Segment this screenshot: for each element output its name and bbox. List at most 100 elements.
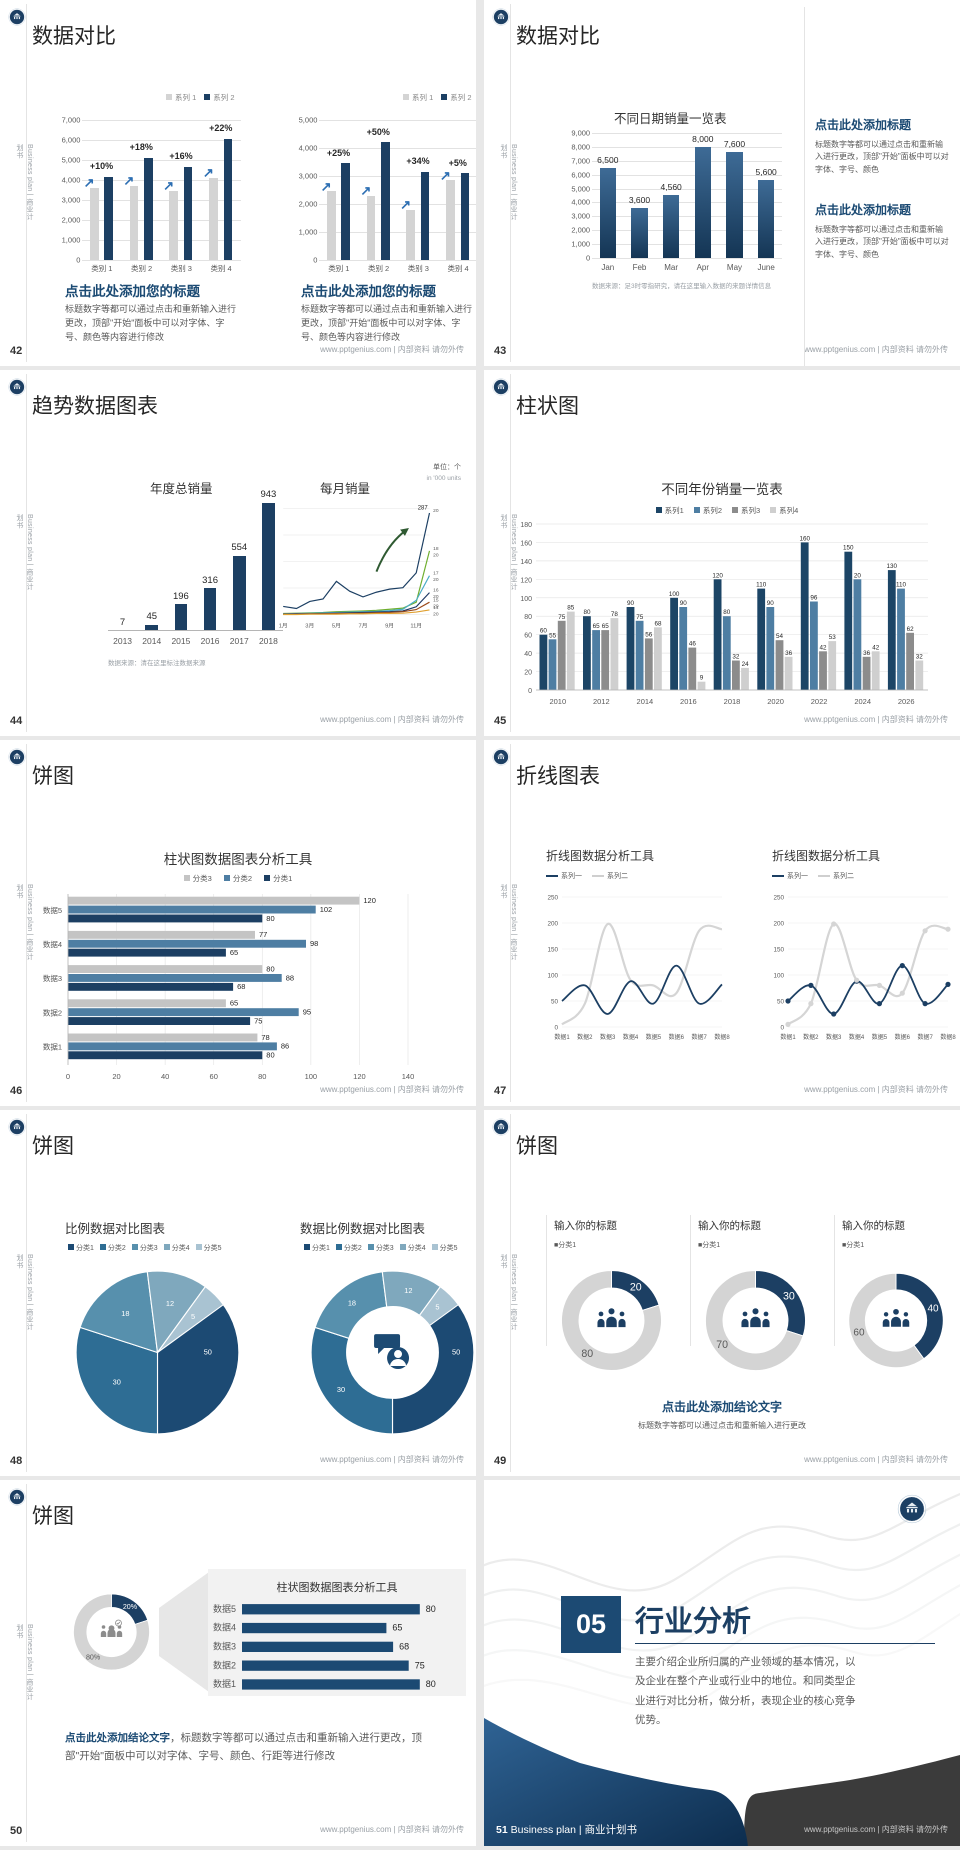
svg-text:68: 68 — [237, 982, 245, 991]
svg-text:95: 95 — [303, 1008, 311, 1017]
svg-text:数据4: 数据4 — [849, 1033, 865, 1041]
svg-text:50: 50 — [452, 1348, 460, 1357]
svg-text:90: 90 — [627, 600, 635, 607]
svg-text:54: 54 — [776, 633, 784, 640]
svg-text:2010: 2010 — [549, 697, 566, 706]
svg-text:60: 60 — [524, 633, 532, 640]
svg-text:数据7: 数据7 — [917, 1033, 933, 1041]
svg-text:数据4: 数据4 — [43, 939, 62, 949]
svg-text:数据3: 数据3 — [826, 1033, 842, 1041]
svg-text:数据5: 数据5 — [213, 1603, 236, 1614]
svg-text:0: 0 — [528, 688, 532, 695]
svg-text:55: 55 — [549, 632, 557, 639]
svg-text:数据5: 数据5 — [646, 1033, 662, 1041]
svg-text:80: 80 — [258, 1072, 266, 1081]
svg-text:60: 60 — [210, 1072, 218, 1081]
svg-text:68: 68 — [654, 620, 662, 627]
svg-text:9月: 9月 — [385, 622, 394, 629]
svg-text:数据3: 数据3 — [43, 973, 62, 983]
svg-text:98: 98 — [310, 939, 318, 948]
svg-text:75: 75 — [415, 1660, 425, 1670]
svg-text:20: 20 — [433, 508, 439, 514]
svg-text:80: 80 — [524, 614, 532, 621]
svg-text:数据5: 数据5 — [43, 905, 62, 915]
svg-text:42: 42 — [819, 644, 827, 651]
svg-text:120: 120 — [363, 896, 376, 905]
svg-text:80: 80 — [266, 1051, 274, 1060]
svg-text:75: 75 — [254, 1016, 262, 1025]
svg-text:数据3: 数据3 — [213, 1641, 236, 1652]
svg-text:200: 200 — [547, 921, 558, 928]
svg-text:80: 80 — [426, 1604, 436, 1614]
svg-text:42: 42 — [872, 644, 880, 651]
svg-text:40: 40 — [161, 1072, 169, 1081]
svg-text:50: 50 — [204, 1348, 212, 1357]
svg-text:2020: 2020 — [767, 697, 784, 706]
svg-text:287: 287 — [418, 505, 428, 511]
svg-text:数据1: 数据1 — [780, 1033, 796, 1041]
svg-text:100: 100 — [773, 973, 784, 980]
svg-text:2024: 2024 — [854, 697, 871, 706]
svg-text:250: 250 — [547, 895, 558, 902]
svg-text:75: 75 — [636, 614, 644, 621]
svg-text:80: 80 — [583, 609, 591, 616]
svg-text:数据3: 数据3 — [600, 1033, 616, 1041]
svg-text:100: 100 — [520, 596, 532, 603]
svg-text:150: 150 — [843, 545, 854, 552]
svg-text:130: 130 — [887, 563, 898, 570]
svg-text:110: 110 — [756, 582, 767, 589]
svg-text:32: 32 — [916, 654, 924, 661]
svg-text:75: 75 — [558, 614, 566, 621]
svg-text:12: 12 — [166, 1299, 174, 1308]
svg-text:5: 5 — [191, 1312, 195, 1321]
svg-text:数据2: 数据2 — [43, 1007, 62, 1017]
svg-text:16: 16 — [433, 588, 439, 594]
svg-text:数据4: 数据4 — [213, 1622, 236, 1633]
svg-text:数据8: 数据8 — [714, 1033, 730, 1041]
svg-text:2012: 2012 — [593, 697, 610, 706]
svg-text:0: 0 — [66, 1072, 70, 1081]
svg-text:50: 50 — [777, 999, 785, 1006]
svg-text:数据1: 数据1 — [213, 1678, 236, 1689]
svg-text:96: 96 — [810, 595, 818, 602]
svg-text:30: 30 — [337, 1385, 345, 1394]
svg-text:数据2: 数据2 — [213, 1659, 236, 1670]
svg-text:18: 18 — [348, 1299, 356, 1308]
svg-text:20: 20 — [524, 670, 532, 677]
svg-text:20: 20 — [433, 552, 439, 558]
svg-text:88: 88 — [286, 973, 294, 982]
svg-text:36: 36 — [863, 650, 871, 657]
svg-text:数据4: 数据4 — [623, 1033, 639, 1041]
svg-text:9: 9 — [700, 675, 704, 682]
svg-text:2014: 2014 — [637, 697, 654, 706]
svg-text:65: 65 — [602, 623, 610, 630]
svg-text:20: 20 — [854, 572, 862, 579]
svg-text:150: 150 — [547, 947, 558, 954]
svg-text:12: 12 — [404, 1286, 412, 1295]
svg-text:数据8: 数据8 — [940, 1033, 956, 1041]
svg-text:2026: 2026 — [898, 697, 915, 706]
svg-text:140: 140 — [520, 559, 532, 566]
svg-text:80: 80 — [581, 1348, 593, 1360]
svg-text:5: 5 — [435, 1303, 439, 1312]
svg-text:20%: 20% — [123, 1603, 138, 1611]
svg-text:86: 86 — [281, 1042, 289, 1051]
svg-text:70: 70 — [716, 1339, 728, 1351]
svg-text:56: 56 — [645, 631, 653, 638]
svg-text:30: 30 — [113, 1377, 121, 1386]
svg-text:65: 65 — [230, 948, 238, 957]
svg-text:78: 78 — [261, 1033, 269, 1042]
svg-text:120: 120 — [712, 572, 723, 579]
svg-text:250: 250 — [773, 895, 784, 902]
svg-text:120: 120 — [353, 1072, 366, 1081]
svg-text:40: 40 — [524, 651, 532, 658]
svg-text:102: 102 — [320, 905, 333, 914]
svg-text:100: 100 — [305, 1072, 318, 1081]
svg-text:100: 100 — [547, 973, 558, 980]
svg-text:65: 65 — [230, 999, 238, 1008]
svg-text:数据1: 数据1 — [554, 1033, 570, 1041]
svg-text:180: 180 — [520, 522, 532, 529]
svg-text:90: 90 — [767, 600, 775, 607]
svg-text:20: 20 — [630, 1281, 642, 1293]
svg-text:18: 18 — [433, 546, 439, 552]
